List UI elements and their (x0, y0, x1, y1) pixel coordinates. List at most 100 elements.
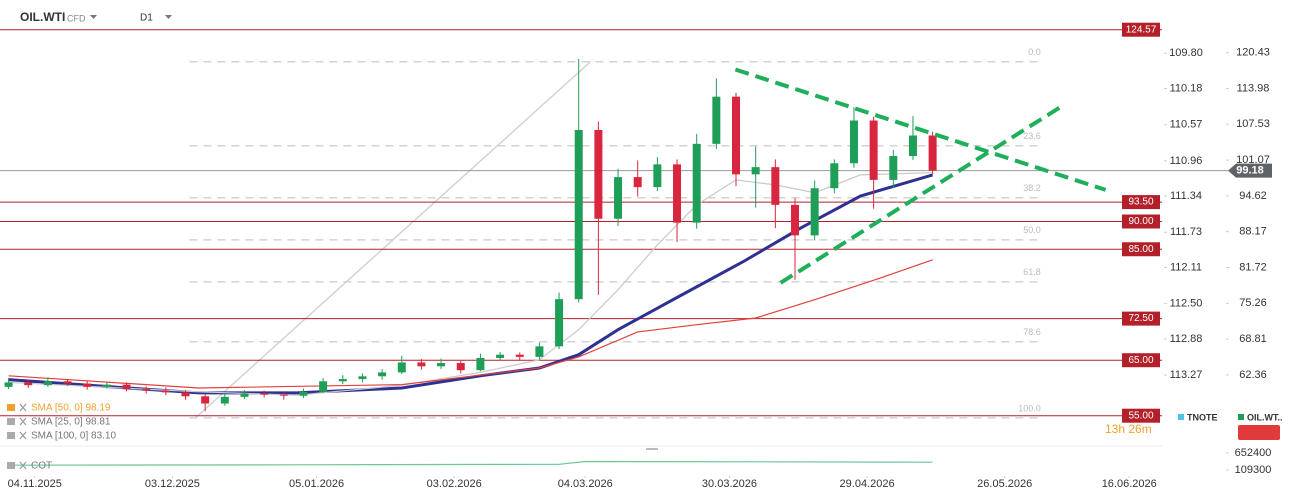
level-tag (1122, 214, 1160, 229)
trendline (779, 105, 1063, 285)
candle-body (201, 396, 210, 404)
y-tick-label: 101.07 (1236, 154, 1270, 166)
level-tag (1122, 311, 1160, 326)
x-tick-label: 30.03.2026 (702, 478, 757, 490)
level-tag (1122, 22, 1160, 37)
fib-label: 78.6 (1023, 327, 1041, 337)
legend-icon[interactable] (7, 418, 15, 425)
y2-tick-label: 110.57 (1170, 119, 1203, 131)
candle-body (358, 376, 367, 380)
candle-body (260, 393, 269, 395)
candle-body (515, 354, 524, 357)
level-tag (1122, 242, 1160, 257)
candle-body (692, 143, 701, 223)
x-tick-label: 16.06.2026 (1102, 478, 1157, 490)
candle-body (476, 357, 485, 371)
candle-body (810, 188, 819, 236)
candle-body (633, 177, 642, 188)
y-tick-label: 68.81 (1239, 333, 1267, 345)
trendline (734, 67, 1107, 192)
candle-body (378, 372, 387, 377)
cot-tick-label: 652400 (1235, 447, 1272, 459)
candle-body (63, 381, 72, 384)
legend-close[interactable] (19, 461, 27, 470)
level-label: 124.57 (1126, 24, 1157, 35)
y2-tick-label: 111.34 (1170, 190, 1202, 202)
countdown: 13h 26m (1105, 422, 1152, 436)
y2-tick-label: 109.80 (1169, 47, 1203, 59)
fib-label: 61.8 (1023, 267, 1041, 277)
y-tick-label: 62.36 (1239, 369, 1267, 381)
last-price-tag (1228, 163, 1272, 178)
sma-line (8, 172, 933, 396)
candle-body (24, 382, 33, 386)
candle-body (574, 129, 583, 300)
y2-tick-label: 112.11 (1170, 261, 1202, 273)
sma-line (8, 259, 933, 389)
candle-body (43, 381, 52, 386)
candle-body (142, 389, 151, 391)
candle-body (279, 394, 288, 396)
candle-body (751, 167, 760, 175)
candle-body (555, 299, 564, 347)
x-tick-label: 03.02.2026 (427, 478, 482, 490)
action-button[interactable] (1238, 425, 1280, 440)
candle-body (102, 384, 111, 387)
candle-body (220, 396, 229, 404)
level-label: 55.00 (1128, 410, 1153, 421)
x-tick-label: 26.05.2026 (977, 478, 1032, 490)
y-tick-label: 88.17 (1239, 226, 1267, 238)
dropdown-arrow[interactable] (90, 15, 97, 19)
level-tag (1122, 353, 1160, 368)
last-price-label: 99.18 (1236, 164, 1264, 176)
x-tick-label: 04.11.2025 (8, 478, 62, 490)
candle-body (161, 390, 170, 393)
x-tick-label: 29.04.2026 (840, 478, 895, 490)
market: CFD (67, 13, 86, 23)
symbol[interactable]: OIL.WTI (20, 10, 65, 24)
candle-body (673, 164, 682, 223)
cot-line (8, 460, 933, 466)
candle-body (594, 129, 603, 219)
y2-tick-label: 112.88 (1170, 333, 1203, 345)
level-label: 90.00 (1128, 216, 1153, 227)
sma-line (8, 173, 934, 395)
candle-body (456, 362, 465, 371)
legend-entry: OIL.WT.. (1247, 412, 1283, 422)
legend-close[interactable] (19, 431, 27, 440)
level-tag (1122, 408, 1160, 423)
legend-close[interactable] (19, 417, 27, 426)
cot-tick-label: 109300 (1235, 464, 1272, 476)
legend-close[interactable] (19, 403, 27, 412)
candle-body (338, 379, 347, 382)
fib-label: 100.0 (1018, 403, 1041, 413)
legend-icon[interactable] (7, 432, 15, 439)
candle-body (732, 96, 741, 175)
cot-legend: COT (31, 461, 52, 472)
candle-body (496, 354, 505, 358)
y-tick-label: 107.53 (1236, 118, 1270, 130)
legend-entry: TNOTE (1187, 412, 1218, 422)
legend-icon[interactable] (7, 462, 15, 469)
candle-body (928, 135, 937, 171)
legend-icon[interactable] (7, 404, 15, 411)
candle-body (397, 362, 406, 373)
timeframe[interactable]: D1 (140, 13, 153, 24)
candle-body (437, 362, 446, 367)
legend-swatch (1178, 414, 1184, 420)
candle-body (319, 381, 328, 392)
dropdown-arrow[interactable] (165, 15, 172, 19)
pane-handle[interactable] (646, 448, 658, 450)
y-tick-label: 81.72 (1239, 261, 1267, 273)
x-tick-label: 03.12.2025 (145, 478, 200, 490)
candle-body (4, 382, 13, 387)
legend-swatch (1238, 414, 1244, 420)
fib-label: 23.6 (1023, 131, 1041, 141)
candle-body (830, 163, 839, 189)
y-tick-label: 120.43 (1236, 47, 1270, 59)
level-label: 72.50 (1128, 313, 1153, 324)
candle-body (83, 383, 92, 387)
level-label: 85.00 (1128, 244, 1153, 255)
y2-tick-label: 111.73 (1170, 226, 1202, 238)
